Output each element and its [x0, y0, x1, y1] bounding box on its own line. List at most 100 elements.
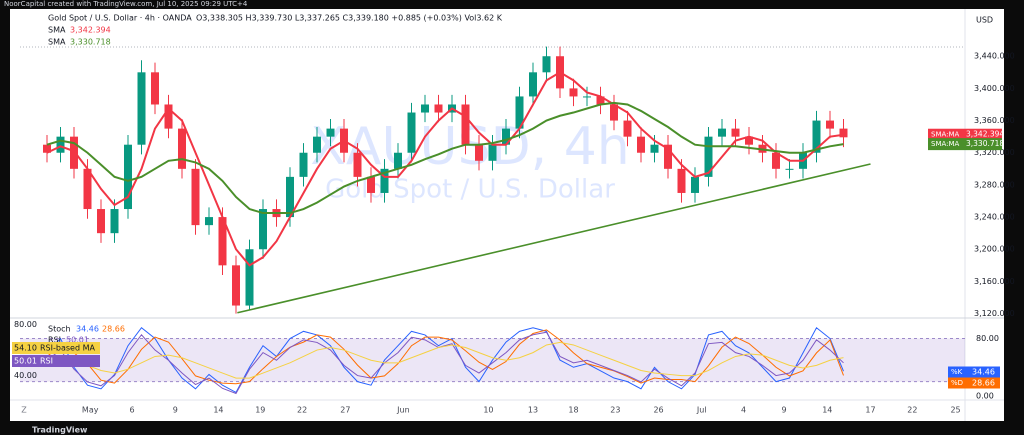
- x-tick-label: 14: [213, 406, 223, 415]
- y-tick-label: 3,400.000: [974, 84, 1015, 93]
- osc-value: 28.66: [102, 325, 125, 334]
- y-tick-label: 3,120.000: [974, 309, 1015, 318]
- x-tick-label: 14: [822, 406, 832, 415]
- right-tag: [948, 366, 1000, 378]
- x-tick-label: Jul: [696, 406, 707, 415]
- candle-body: [299, 152, 308, 177]
- y-tick-label: 3,240.000: [974, 213, 1015, 222]
- candle-body: [529, 72, 537, 97]
- candle-body: [191, 168, 200, 226]
- candle-body: [502, 128, 510, 145]
- x-tick-label: 22: [907, 406, 917, 415]
- watermark: XAUUSD, 4h: [310, 117, 629, 177]
- candle-body: [434, 104, 443, 113]
- candle-body: [826, 120, 834, 129]
- candle-body: [596, 96, 605, 105]
- candle-body: [515, 96, 524, 129]
- candle-body: [569, 88, 578, 97]
- right-tag-name: %D: [951, 379, 963, 387]
- candle-body: [745, 136, 753, 145]
- candle-body: [407, 112, 416, 153]
- y-tick-label: 3,160.000: [974, 277, 1015, 286]
- left-tag-value: 54.10: [14, 344, 37, 353]
- x-tick-label: 4: [741, 406, 746, 415]
- candle-body: [137, 72, 146, 145]
- candle-body: [664, 144, 672, 169]
- timezone-button[interactable]: Z: [21, 406, 27, 415]
- x-tick-label: 22: [297, 406, 307, 415]
- candle-body: [650, 144, 659, 153]
- price-tag-name: SMA:MA: [931, 140, 960, 148]
- right-tag-value: 28.66: [972, 379, 995, 388]
- candle-body: [259, 209, 267, 250]
- candle-body: [367, 176, 375, 193]
- candle-body: [461, 104, 470, 145]
- candle-body: [731, 128, 740, 137]
- x-tick-label: 26: [653, 406, 663, 415]
- left-tag: [12, 355, 100, 367]
- x-tick-label: 9: [173, 406, 178, 415]
- osc-line: [46, 341, 844, 379]
- x-tick-label: 6: [130, 406, 135, 415]
- x-tick-label: 19: [255, 406, 265, 415]
- x-tick-label: 13: [528, 406, 538, 415]
- right-tag-name: %K: [951, 368, 963, 376]
- sma-line: [46, 71, 844, 267]
- candle-body: [326, 128, 335, 137]
- y-tick-label: 3,280.000: [974, 180, 1015, 189]
- candle-body: [178, 128, 186, 169]
- candle-body: [205, 217, 213, 226]
- candle-body: [164, 104, 173, 129]
- x-tick-label: 9: [782, 406, 787, 415]
- osc-title: Stoch: [48, 325, 71, 334]
- osc-value: 34.46: [76, 325, 99, 334]
- candle-body: [691, 176, 699, 193]
- candle-body: [97, 209, 105, 234]
- candle-body: [286, 176, 294, 218]
- candle-body: [718, 128, 726, 137]
- candle-body: [232, 265, 240, 306]
- x-tick-label: May: [82, 406, 99, 415]
- candle-body: [839, 128, 848, 138]
- x-tick-label: 17: [865, 406, 875, 415]
- candle-body: [110, 209, 119, 234]
- left-tag-name: RSI-based MA: [40, 344, 95, 353]
- candle-body: [43, 144, 51, 153]
- candle-body: [421, 104, 429, 113]
- candle-body: [812, 120, 821, 153]
- candle-body: [475, 144, 483, 161]
- osc-line: [46, 331, 844, 395]
- y-tick-label: 80.00: [976, 334, 999, 343]
- candle-body: [772, 152, 780, 169]
- left-tag: [12, 342, 100, 354]
- y-tick-label: 0.00: [976, 392, 994, 401]
- candle-body: [488, 144, 497, 161]
- osc-line: [46, 326, 844, 394]
- price-tag-name: SMA:MA: [931, 131, 960, 139]
- candle-body: [704, 136, 713, 177]
- osc-line: [46, 329, 844, 385]
- candle-body: [245, 249, 254, 306]
- osc-name: RSI: [48, 336, 61, 345]
- candle-body: [151, 72, 159, 105]
- y-tick-label: 3,360.000: [974, 116, 1015, 125]
- candle-body: [785, 168, 794, 170]
- legend-value: 3,330.718: [70, 38, 111, 47]
- x-tick-label: 23: [610, 406, 620, 415]
- currency: USD: [976, 16, 993, 25]
- price-tag-value: 3,342.394: [966, 130, 1004, 139]
- candle-body: [56, 136, 65, 153]
- candle-body: [583, 96, 591, 98]
- y2-tick-label: 40.00: [14, 371, 37, 380]
- header-text: NoorCapital created with TradingView.com…: [4, 0, 248, 8]
- candle-body: [218, 217, 227, 266]
- candle-body: [610, 104, 618, 121]
- candle-body: [394, 152, 402, 169]
- legend-name: SMA: [48, 38, 66, 47]
- x-tick-label: 18: [568, 406, 578, 415]
- y2-tick-label: 80.00: [14, 320, 37, 329]
- candle-body: [542, 56, 551, 73]
- y-tick-label: 3,440.000: [974, 52, 1015, 61]
- quote: O3,338.305 H3,339.730 L3,337.265 C3,339.…: [196, 14, 503, 23]
